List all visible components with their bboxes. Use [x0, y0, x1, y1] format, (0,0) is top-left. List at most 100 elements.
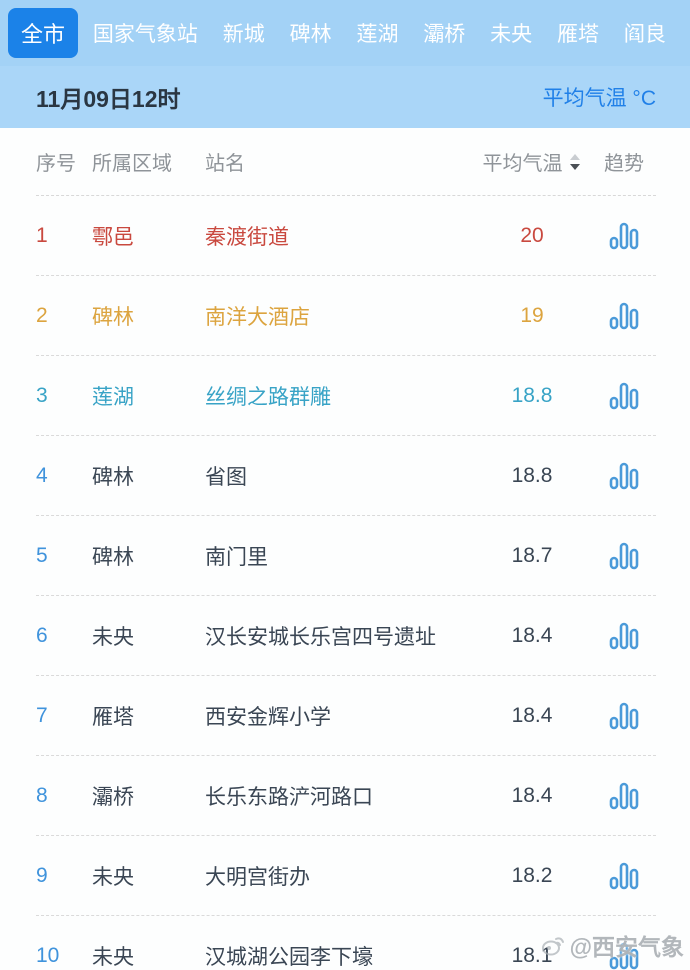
bar-chart-icon [607, 379, 641, 413]
row-avg-temp: 18.4 [511, 783, 553, 807]
row-index: 10 [36, 943, 60, 967]
row-district: 莲湖 [92, 385, 134, 409]
header-avg-temp-label: 平均气温 [482, 153, 563, 175]
row-index: 7 [36, 703, 48, 727]
district-tab-label: 国家气象站 [92, 23, 198, 46]
district-tab[interactable]: 全市 [8, 8, 79, 58]
table-header-row: 序号 所属区域 站名 平均气温 趋势 [36, 128, 656, 196]
header-district: 所属区域 [92, 153, 172, 175]
row-district: 未央 [92, 625, 134, 649]
row-trend-button[interactable] [592, 859, 656, 893]
row-avg-temp: 19 [520, 303, 544, 327]
bar-chart-icon [607, 539, 641, 573]
district-tab[interactable]: 碑林 [280, 10, 342, 56]
row-district: 未央 [92, 865, 134, 889]
bar-chart-icon [607, 459, 641, 493]
row-district: 碑林 [92, 465, 134, 489]
header-station: 站名 [205, 153, 245, 175]
district-tabbar: 全市 国家气象站 新城 碑林 莲湖 灞桥 未央 雁塔 阎良 [0, 0, 690, 66]
bar-chart-icon [607, 619, 641, 653]
station-row[interactable]: 10 未央 汉城湖公园李下壕 18.1 [36, 916, 656, 970]
row-avg-temp: 20 [520, 223, 544, 247]
temperature-table-card: 序号 所属区域 站名 平均气温 趋势 1 鄠邑 秦渡街道 20 [0, 128, 690, 970]
district-tab-label: 雁塔 [557, 23, 600, 46]
station-row[interactable]: 3 莲湖 丝绸之路群雕 18.8 [36, 356, 656, 436]
subheader: 11月09日12时 平均气温 °C [0, 66, 690, 128]
row-avg-temp: 18.2 [511, 863, 553, 887]
station-row[interactable]: 1 鄠邑 秦渡街道 20 [36, 196, 656, 276]
row-index: 6 [36, 623, 48, 647]
row-avg-temp: 18.8 [511, 383, 553, 407]
row-avg-temp: 18.4 [511, 623, 553, 647]
row-district: 灞桥 [92, 785, 134, 809]
row-avg-temp: 18.8 [511, 463, 553, 487]
district-tab[interactable]: 新城 [213, 10, 275, 56]
row-trend-button[interactable] [592, 459, 656, 493]
district-tab-label: 莲湖 [356, 23, 399, 46]
metric-label[interactable]: 平均气温 °C [542, 87, 656, 110]
district-tab-label: 未央 [490, 23, 533, 46]
row-index: 1 [36, 223, 48, 247]
district-tab-label: 阎良 [623, 23, 666, 46]
district-tab[interactable]: 莲湖 [346, 10, 408, 56]
station-row[interactable]: 7 雁塔 西安金辉小学 18.4 [36, 676, 656, 756]
row-district: 未央 [92, 945, 134, 969]
bar-chart-icon [607, 859, 641, 893]
row-trend-button[interactable] [592, 779, 656, 813]
row-station-name: 西安金辉小学 [205, 705, 331, 729]
row-avg-temp: 18.1 [511, 943, 553, 967]
row-trend-button[interactable] [592, 539, 656, 573]
row-index: 5 [36, 543, 48, 567]
district-tab-label: 碑林 [289, 23, 332, 46]
bar-chart-icon [607, 779, 641, 813]
row-station-name: 南门里 [205, 545, 268, 569]
sort-descending-icon [568, 153, 582, 171]
station-row[interactable]: 9 未央 大明宫街办 18.2 [36, 836, 656, 916]
row-trend-button[interactable] [592, 619, 656, 653]
row-station-name: 省图 [205, 465, 247, 489]
row-station-name: 汉长安城长乐宫四号遗址 [205, 625, 436, 649]
bar-chart-icon [607, 219, 641, 253]
row-avg-temp: 18.4 [511, 703, 553, 727]
row-station-name: 长乐东路浐河路口 [205, 785, 373, 809]
station-row[interactable]: 8 灞桥 长乐东路浐河路口 18.4 [36, 756, 656, 836]
row-district: 碑林 [92, 545, 134, 569]
district-tab[interactable]: 阎良 [614, 10, 676, 56]
row-district: 鄠邑 [92, 225, 134, 249]
bar-chart-icon [607, 299, 641, 333]
district-tab-label: 全市 [21, 22, 66, 47]
header-index: 序号 [36, 153, 76, 175]
datetime-label: 11月09日12时 [36, 86, 181, 112]
row-station-name: 南洋大酒店 [205, 305, 310, 329]
header-avg-temp-sortable[interactable]: 平均气温 [472, 147, 592, 176]
district-tab[interactable]: 灞桥 [413, 10, 475, 56]
header-trend: 趋势 [604, 153, 644, 175]
row-station-name: 秦渡街道 [205, 225, 289, 249]
station-row[interactable]: 5 碑林 南门里 18.7 [36, 516, 656, 596]
row-avg-temp: 18.7 [511, 543, 553, 567]
district-tab[interactable]: 国家气象站 [83, 10, 208, 56]
row-index: 9 [36, 863, 48, 887]
bar-chart-icon [607, 939, 641, 970]
row-station-name: 丝绸之路群雕 [205, 385, 331, 409]
row-district: 雁塔 [92, 705, 134, 729]
row-trend-button[interactable] [592, 939, 656, 970]
row-trend-button[interactable] [592, 299, 656, 333]
row-index: 3 [36, 383, 48, 407]
row-trend-button[interactable] [592, 219, 656, 253]
row-station-name: 大明宫街办 [205, 865, 310, 889]
district-tab[interactable]: 雁塔 [547, 10, 609, 56]
row-trend-button[interactable] [592, 699, 656, 733]
row-station-name: 汉城湖公园李下壕 [205, 945, 373, 969]
district-tab[interactable]: 未央 [480, 10, 542, 56]
row-index: 2 [36, 303, 48, 327]
row-index: 4 [36, 463, 48, 487]
row-district: 碑林 [92, 305, 134, 329]
district-tab-label: 灞桥 [423, 23, 466, 46]
district-tab-label: 新城 [222, 23, 265, 46]
station-row[interactable]: 4 碑林 省图 18.8 [36, 436, 656, 516]
row-index: 8 [36, 783, 48, 807]
row-trend-button[interactable] [592, 379, 656, 413]
station-row[interactable]: 6 未央 汉长安城长乐宫四号遗址 18.4 [36, 596, 656, 676]
station-row[interactable]: 2 碑林 南洋大酒店 19 [36, 276, 656, 356]
